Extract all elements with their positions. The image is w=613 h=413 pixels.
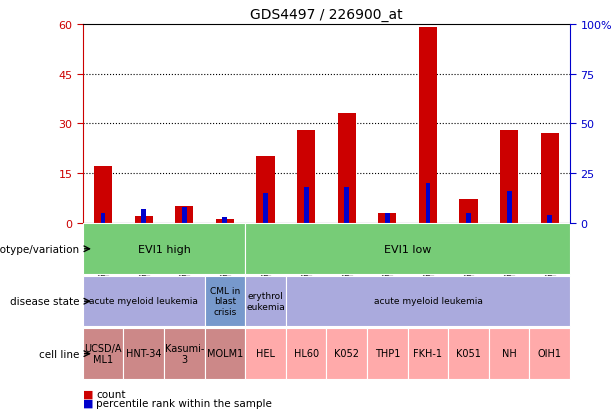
Bar [448, 328, 489, 379]
Bar [134, 216, 153, 223]
Text: MOLM1: MOLM1 [207, 349, 243, 358]
Bar [101, 213, 105, 223]
Bar [507, 191, 512, 223]
Bar [205, 276, 245, 327]
Bar [547, 215, 552, 223]
Bar [286, 328, 326, 379]
Bar [245, 328, 286, 379]
Bar [123, 328, 164, 379]
Text: CML in
blast
crisis: CML in blast crisis [210, 286, 240, 316]
Bar [83, 223, 245, 274]
Bar [378, 213, 397, 223]
Text: count: count [96, 389, 126, 399]
Text: Kasumi-
3: Kasumi- 3 [165, 343, 204, 364]
Bar [326, 328, 367, 379]
Bar [175, 206, 194, 223]
Bar [245, 223, 570, 274]
Bar [286, 276, 570, 327]
Title: GDS4497 / 226900_at: GDS4497 / 226900_at [250, 8, 403, 22]
Bar [338, 114, 356, 223]
Bar [408, 328, 448, 379]
Text: FKH-1: FKH-1 [413, 349, 443, 358]
Text: HL60: HL60 [294, 349, 319, 358]
Bar [367, 328, 408, 379]
Text: cell line: cell line [39, 349, 80, 359]
Text: ■: ■ [83, 389, 93, 399]
Bar [419, 28, 437, 223]
Text: HNT-34: HNT-34 [126, 349, 161, 358]
Bar [345, 188, 349, 223]
Text: disease state: disease state [10, 297, 80, 306]
Bar [425, 183, 430, 223]
Bar [245, 276, 286, 327]
Text: NH: NH [502, 349, 517, 358]
Bar [500, 131, 519, 223]
Bar [297, 131, 315, 223]
Bar [459, 200, 478, 223]
Bar [303, 188, 308, 223]
Text: K052: K052 [334, 349, 359, 358]
Text: erythrol
eukemia: erythrol eukemia [246, 292, 285, 311]
Text: HEL: HEL [256, 349, 275, 358]
Bar [256, 157, 275, 223]
Bar [385, 213, 390, 223]
Text: THP1: THP1 [375, 349, 400, 358]
Text: ■: ■ [83, 398, 93, 408]
Text: percentile rank within the sample: percentile rank within the sample [96, 398, 272, 408]
Bar [83, 276, 205, 327]
Bar [223, 217, 227, 223]
Bar [94, 167, 112, 223]
Bar [530, 328, 570, 379]
Text: genotype/variation: genotype/variation [0, 244, 80, 254]
Bar [466, 213, 471, 223]
Bar [164, 328, 205, 379]
Bar [541, 134, 559, 223]
Text: OIH1: OIH1 [538, 349, 562, 358]
Text: UCSD/A
ML1: UCSD/A ML1 [85, 343, 122, 364]
Bar [83, 328, 123, 379]
Text: EVI1 high: EVI1 high [137, 244, 191, 254]
Bar [205, 328, 245, 379]
Bar [263, 193, 268, 223]
Bar [182, 207, 187, 223]
Bar [489, 328, 530, 379]
Bar [141, 209, 146, 223]
Text: EVI1 low: EVI1 low [384, 244, 432, 254]
Text: acute myeloid leukemia: acute myeloid leukemia [89, 297, 198, 306]
Bar [216, 220, 234, 223]
Text: K051: K051 [456, 349, 481, 358]
Text: acute myeloid leukemia: acute myeloid leukemia [373, 297, 482, 306]
